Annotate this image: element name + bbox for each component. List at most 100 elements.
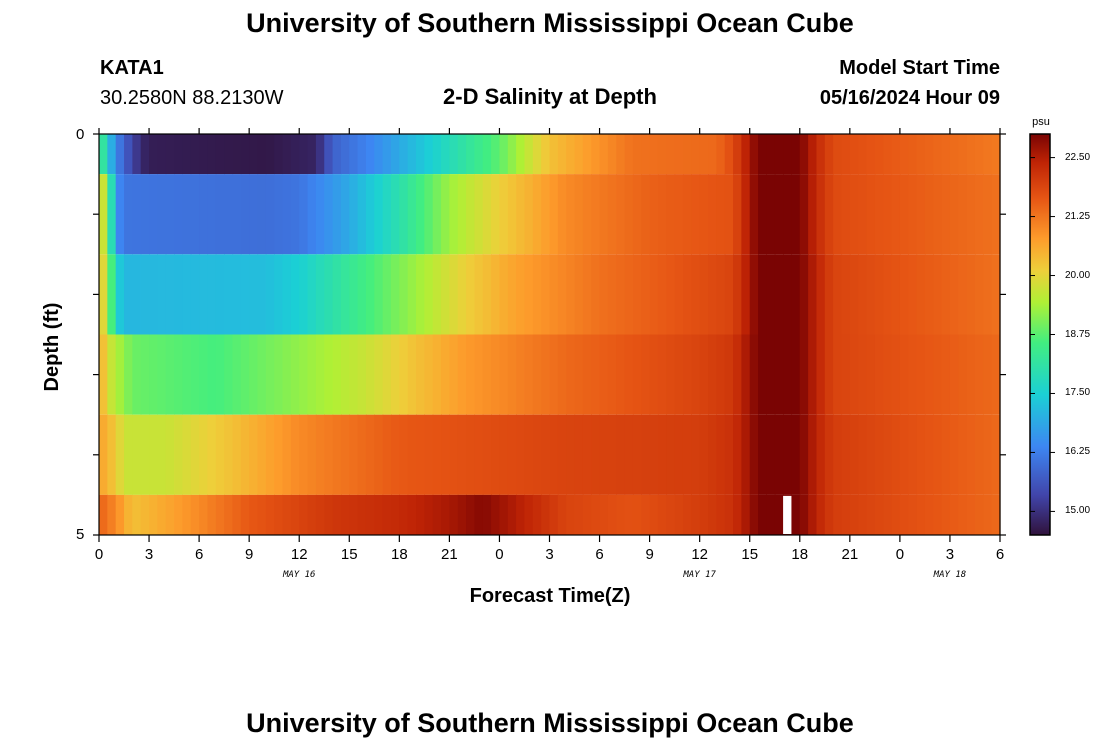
chart-title: 2-D Salinity at Depth bbox=[443, 84, 657, 109]
heatmap-cell-layer-3 bbox=[824, 254, 834, 335]
heatmap-cell-layer-1 bbox=[974, 134, 984, 175]
heatmap-cell-layer-4 bbox=[265, 334, 275, 415]
heatmap-cell-layer-4 bbox=[799, 334, 809, 415]
heatmap-cell-layer-2 bbox=[140, 174, 150, 255]
heatmap-cell-layer-5 bbox=[874, 414, 884, 495]
heatmap-cell-layer-5 bbox=[365, 414, 375, 495]
heatmap-cell-layer-4 bbox=[132, 334, 142, 415]
heatmap-cell-layer-3 bbox=[641, 254, 651, 335]
heatmap-cell-layer-1 bbox=[315, 134, 325, 175]
heatmap-cell-layer-6 bbox=[749, 494, 759, 535]
heatmap-cell-layer-2 bbox=[966, 174, 976, 255]
heatmap-cell-layer-5 bbox=[824, 414, 834, 495]
heatmap-cell-layer-3 bbox=[299, 254, 309, 335]
heatmap-cell-layer-2 bbox=[716, 174, 726, 255]
heatmap-cell-layer-6 bbox=[841, 494, 851, 535]
heatmap-cell-layer-5 bbox=[599, 414, 609, 495]
heatmap-cell-layer-4 bbox=[407, 334, 417, 415]
heatmap-cell-layer-5 bbox=[557, 414, 567, 495]
heatmap-cell-layer-1 bbox=[149, 134, 158, 175]
heatmap-cell-layer-1 bbox=[557, 134, 567, 175]
heatmap-cell-layer-2 bbox=[124, 174, 133, 255]
x-tick-label: 0 bbox=[94, 546, 104, 563]
heatmap-cell-layer-5 bbox=[924, 414, 934, 495]
heatmap-cell-layer-3 bbox=[791, 254, 801, 335]
heatmap-cell-layer-3 bbox=[924, 254, 934, 335]
heatmap-cell-layer-5 bbox=[140, 414, 150, 495]
heatmap-cell-layer-2 bbox=[766, 174, 776, 255]
heatmap-cell-layer-2 bbox=[991, 174, 1001, 255]
heatmap-cell-layer-1 bbox=[365, 134, 375, 175]
heatmap-cells bbox=[99, 134, 1001, 535]
heatmap-cell-layer-1 bbox=[674, 134, 684, 175]
heatmap-cell-layer-4 bbox=[891, 334, 901, 415]
heatmap-cell-layer-4 bbox=[866, 334, 876, 415]
heatmap-cell-layer-3 bbox=[232, 254, 242, 335]
heatmap-cell-layer-6 bbox=[207, 494, 217, 535]
heatmap-cell-layer-6 bbox=[866, 494, 876, 535]
heatmap-cell-layer-1 bbox=[332, 134, 342, 175]
heatmap-cell-layer-1 bbox=[299, 134, 309, 175]
date-label: MAY 17 bbox=[683, 570, 716, 580]
heatmap-cell-layer-4 bbox=[390, 334, 400, 415]
heatmap-cell-layer-3 bbox=[224, 254, 234, 335]
date-label: MAY 16 bbox=[282, 570, 316, 580]
heatmap-cell-layer-3 bbox=[474, 254, 484, 335]
heatmap-cell-layer-6 bbox=[190, 494, 200, 535]
heatmap-cell-layer-6 bbox=[916, 494, 926, 535]
heatmap-cell-layer-1 bbox=[724, 134, 734, 175]
heatmap-cell-layer-2 bbox=[149, 174, 158, 255]
heatmap-cell-layer-4 bbox=[432, 334, 442, 415]
heatmap-cell-layer-2 bbox=[883, 174, 893, 255]
model-start-label: Model Start Time bbox=[839, 57, 1000, 79]
heatmap-cell-layer-1 bbox=[849, 134, 859, 175]
heatmap-cell-layer-4 bbox=[307, 334, 317, 415]
heatmap-cell-layer-3 bbox=[357, 254, 367, 335]
heatmap-cell-layer-5 bbox=[716, 414, 726, 495]
missing-data-cells bbox=[783, 495, 792, 534]
heatmap-cell-layer-5 bbox=[432, 414, 442, 495]
heatmap-cell-layer-1 bbox=[182, 134, 192, 175]
heatmap-cell-layer-1 bbox=[916, 134, 926, 175]
heatmap-cell-layer-3 bbox=[365, 254, 375, 335]
heatmap-cell-layer-4 bbox=[199, 334, 209, 415]
heatmap-cell-layer-4 bbox=[591, 334, 601, 415]
heatmap-cell-layer-5 bbox=[774, 414, 784, 495]
heatmap-cell-layer-1 bbox=[866, 134, 876, 175]
heatmap-cell-layer-3 bbox=[532, 254, 542, 335]
heatmap-cell-layer-2 bbox=[340, 174, 350, 255]
heatmap-cell-layer-2 bbox=[257, 174, 267, 255]
station-coords: 30.2580N 88.2130W bbox=[100, 87, 284, 109]
heatmap-cell-layer-2 bbox=[265, 174, 275, 255]
heatmap-cell-layer-4 bbox=[758, 334, 767, 415]
heatmap-cell-layer-3 bbox=[716, 254, 726, 335]
heatmap-cell-layer-3 bbox=[449, 254, 459, 335]
heatmap-cell-layer-4 bbox=[532, 334, 542, 415]
footer-title: University of Southern Mississippi Ocean… bbox=[246, 708, 854, 738]
heatmap-cell-layer-5 bbox=[149, 414, 158, 495]
heatmap-cell-layer-3 bbox=[516, 254, 526, 335]
heatmap-cell-layer-6 bbox=[407, 494, 417, 535]
heatmap-cell-layer-1 bbox=[407, 134, 417, 175]
x-tick-label: 12 bbox=[290, 546, 308, 563]
heatmap-cell-layer-6 bbox=[215, 494, 225, 535]
heatmap-cell-layer-6 bbox=[582, 494, 592, 535]
heatmap-cell-layer-4 bbox=[916, 334, 926, 415]
heatmap-cell-layer-5 bbox=[399, 414, 409, 495]
heatmap-cell-layer-2 bbox=[349, 174, 359, 255]
heatmap-cell-layer-1 bbox=[349, 134, 359, 175]
heatmap-cell-layer-1 bbox=[357, 134, 367, 175]
heatmap-cell-layer-4 bbox=[165, 334, 175, 415]
heatmap-cell-layer-2 bbox=[632, 174, 642, 255]
heatmap-cell-layer-6 bbox=[816, 494, 826, 535]
heatmap-cell-layer-3 bbox=[874, 254, 884, 335]
heatmap-cell-layer-4 bbox=[182, 334, 192, 415]
heatmap-cell-layer-2 bbox=[924, 174, 934, 255]
heatmap-cell-layer-1 bbox=[424, 134, 434, 175]
heatmap-cell-layer-5 bbox=[382, 414, 392, 495]
heatmap-cell-layer-2 bbox=[874, 174, 884, 255]
heatmap-cell-layer-6 bbox=[666, 494, 676, 535]
heatmap-cell-layer-3 bbox=[774, 254, 784, 335]
heatmap-cell-layer-2 bbox=[532, 174, 542, 255]
heatmap-cell-layer-5 bbox=[124, 414, 133, 495]
